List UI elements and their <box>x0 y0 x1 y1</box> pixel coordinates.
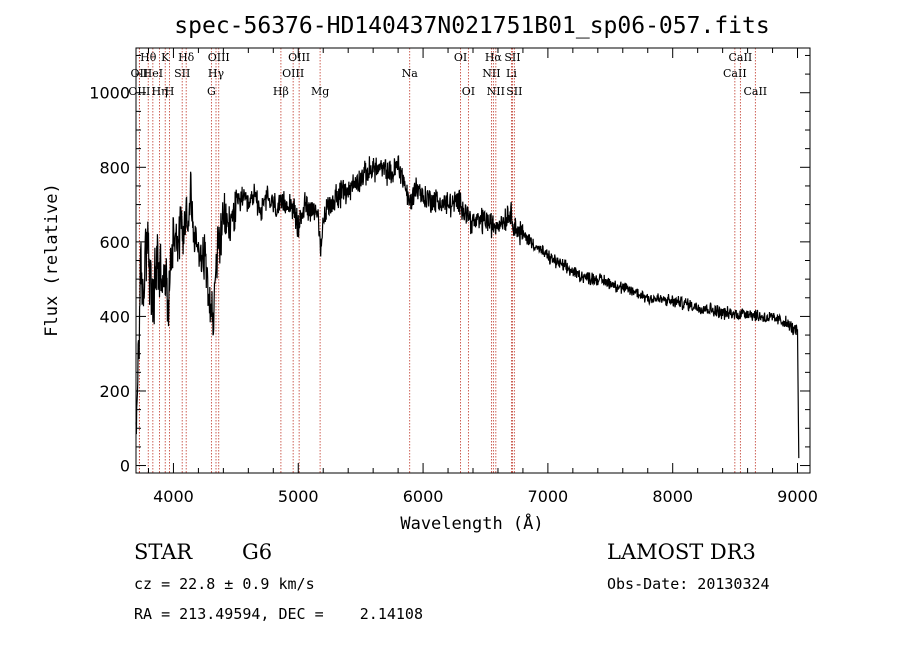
ra-dec: RA = 213.49594, DEC = 2.14108 <box>134 605 423 623</box>
x-tick-label-0: 4000 <box>153 487 194 506</box>
obs-date: Obs-Date: 20130324 <box>607 575 770 593</box>
y-tick-label-0: 0 <box>120 457 130 476</box>
line-label-8: Hδ <box>178 51 195 64</box>
line-label-12: Hβ <box>273 85 289 98</box>
line-label-19: Hα <box>485 51 503 64</box>
spectrum-line <box>135 155 800 459</box>
line-label-27: CaII <box>743 85 767 98</box>
survey-name: LAMOST DR3 <box>607 540 756 564</box>
line-label-11: G <box>207 85 216 98</box>
plot-frame <box>135 47 811 474</box>
line-label-18: OI <box>462 85 475 98</box>
line-label-21: NII <box>482 67 500 80</box>
x-tick-label-1: 5000 <box>278 487 319 506</box>
line-label-26: CaII <box>723 67 747 80</box>
line-label-4: K <box>161 51 170 64</box>
emission-line-markers <box>138 48 756 473</box>
y-tick-label-4: 800 <box>99 158 130 177</box>
line-label-13: OIII <box>288 51 310 64</box>
y-tick-label-1: 200 <box>99 382 130 401</box>
x-tick-label-5: 9000 <box>777 487 818 506</box>
subclass: G6 <box>242 540 272 564</box>
line-label-6: H <box>165 85 175 98</box>
line-label-0: Hθ <box>140 51 157 64</box>
object-class: STAR <box>134 540 193 564</box>
line-label-20: SII <box>504 51 520 64</box>
y-axis-label: Flux (relative) <box>42 183 62 337</box>
line-label-2: OIII <box>128 85 150 98</box>
line-label-17: OI <box>454 51 467 64</box>
line-label-24: SII <box>506 85 522 98</box>
x-axis-label: Wavelength (Å) <box>400 512 543 534</box>
line-label-7: SII <box>174 67 190 80</box>
redshift-cz: cz = 22.8 ± 0.9 km/s <box>134 575 315 593</box>
line-label-3: HeI <box>143 67 163 80</box>
line-label-15: Mg <box>311 85 329 98</box>
line-label-9: OIII <box>208 51 230 64</box>
y-tick-label-3: 600 <box>99 233 130 252</box>
y-tick-label-5: 1000 <box>89 84 130 103</box>
x-axis-ticks: 4000 5000 6000 7000 8000 9000 <box>147 48 818 506</box>
line-label-22: Li <box>506 67 517 80</box>
line-label-23: NII <box>487 85 505 98</box>
y-tick-label-2: 400 <box>99 307 130 326</box>
line-label-14: OIII <box>282 67 304 80</box>
x-tick-label-2: 6000 <box>403 487 444 506</box>
x-tick-label-3: 7000 <box>528 487 569 506</box>
line-label-5: Hη <box>151 85 167 98</box>
line-label-10: Hγ <box>208 67 225 80</box>
line-label-16: Na <box>402 67 419 80</box>
line-label-1: OII <box>131 67 149 80</box>
x-tick-label-4: 8000 <box>652 487 693 506</box>
line-label-25: CaII <box>729 51 753 64</box>
y-axis-ticks: 0 200 400 600 800 1000 <box>89 54 810 476</box>
emission-line-labels: Hθ OII OIII HeI K HηH SII Hδ OIII Hγ G Hβ OIII OIII Mg… <box>128 51 767 98</box>
chart-title: spec-56376-HD140437N021751B01_sp06-057.f… <box>174 13 769 39</box>
